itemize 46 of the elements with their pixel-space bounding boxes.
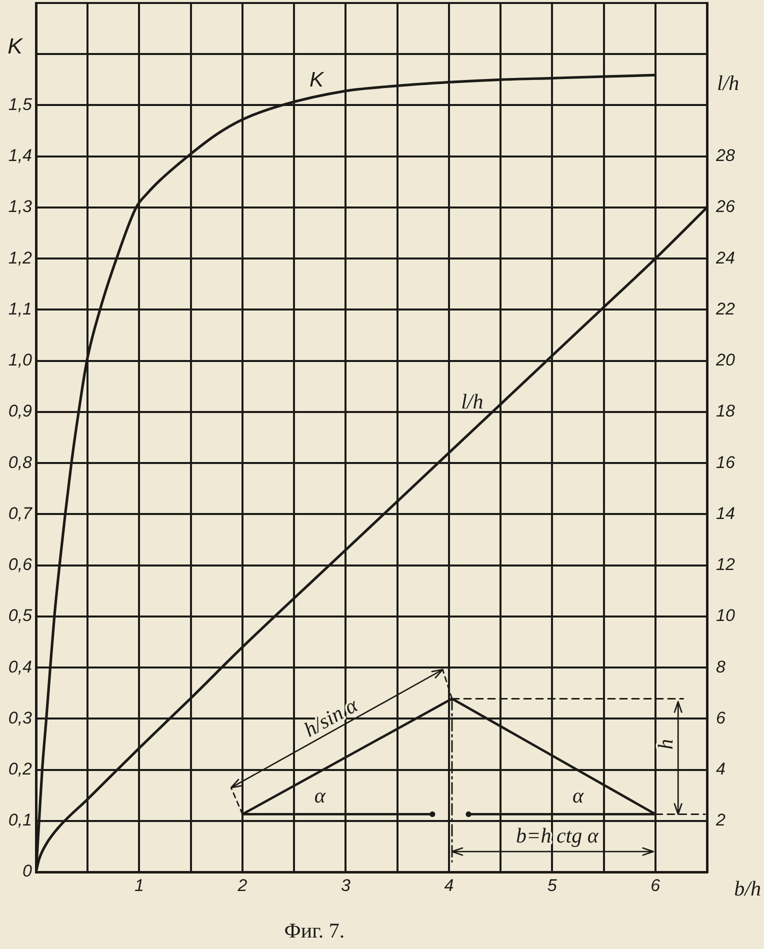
y-tick-label: 0: [22, 862, 33, 881]
y2-tick-label: 20: [715, 350, 736, 370]
y-tick-label: 1,2: [8, 248, 33, 268]
y-tick-label: 1,1: [8, 299, 32, 318]
y-tick-label: 0,6: [8, 555, 33, 574]
annotation: α: [572, 783, 584, 808]
y-tick-label: 0,2: [8, 760, 33, 778]
series-label: K: [309, 68, 324, 92]
y-tick-label: 1,5: [8, 94, 33, 114]
y2-tick-label: 10: [716, 606, 736, 626]
y-tick-label: 1,0: [8, 350, 33, 370]
y-tick-label: 1,4: [8, 146, 32, 166]
y2-axis-title: l/h: [717, 71, 740, 96]
y-axis-title: K: [8, 33, 24, 58]
annotation: b=h ctg α: [516, 824, 600, 848]
y2-tick-label: 2: [715, 810, 726, 830]
x-tick-label: 3: [340, 876, 351, 895]
x-tick-label: 4: [444, 876, 454, 895]
y-tick-label: 0,8: [8, 452, 33, 472]
y-tick-label: 0,4: [8, 657, 32, 676]
y-tick-label: 0,3: [8, 708, 33, 728]
x-tick-label: 2: [236, 876, 248, 895]
series-label: l/h: [461, 390, 484, 414]
y2-tick-label: 18: [716, 402, 736, 421]
x-tick-label: 1: [134, 876, 144, 895]
y2-tick-label: 22: [715, 299, 736, 318]
x-axis-title: b/h: [734, 876, 761, 901]
y2-tick-label: 16: [716, 452, 736, 472]
y2-tick-label: 6: [716, 708, 726, 728]
y-tick-label: 0,9: [8, 402, 33, 421]
text: Фиг. 7.: [284, 918, 345, 943]
y-tick-label: 0,5: [8, 606, 33, 626]
y2-tick-label: 4: [716, 760, 726, 778]
x-tick-label: 5: [547, 876, 558, 895]
y2-tick-label: 14: [716, 504, 735, 523]
y-tick-label: 0,1: [8, 810, 32, 830]
x-tick-label: 6: [650, 876, 661, 895]
y2-tick-label: 26: [715, 197, 736, 216]
y-tick-label: 1,3: [8, 197, 33, 216]
y2-tick-label: 12: [716, 555, 736, 574]
y2-tick-label: 28: [715, 146, 736, 166]
annotation: α: [314, 783, 326, 808]
y-tick-label: 0,7: [8, 504, 33, 523]
y2-tick-label: 8: [716, 657, 726, 676]
y2-tick-label: 24: [715, 248, 735, 268]
annotation: h: [654, 738, 678, 750]
